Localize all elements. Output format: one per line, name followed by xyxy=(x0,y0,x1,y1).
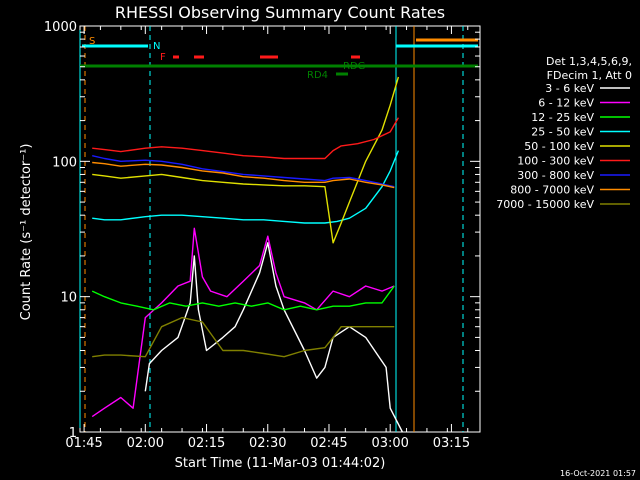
chart-title: RHESSI Observing Summary Count Rates xyxy=(115,3,445,22)
footer-timestamp: 16-Oct-2021 01:57 xyxy=(560,469,636,478)
y-tick-label: 1 xyxy=(69,426,77,441)
x-tick-label: 03:00 xyxy=(371,436,408,451)
series-line xyxy=(92,316,395,358)
series-line xyxy=(92,150,400,224)
x-axis-label: Start Time (11-Mar-03 01:44:02) xyxy=(175,456,386,471)
plot-frame xyxy=(79,25,481,433)
series-line xyxy=(92,76,400,244)
legend-entry-label: 25 - 50 keV xyxy=(531,126,594,139)
flag-label: S xyxy=(89,36,95,47)
y-tick-label: 10 xyxy=(60,291,77,306)
flag-labels: S NF RD4 RDG xyxy=(89,36,365,81)
series-line xyxy=(91,227,395,418)
legend-entry-label: 50 - 100 keV xyxy=(524,140,594,153)
legend-header-line-1: Det 1,3,4,5,6,9, xyxy=(546,55,632,68)
legend-entry-label: 300 - 800 keV xyxy=(517,169,594,182)
x-tick-label: 02:00 xyxy=(127,436,164,451)
plot-area: 01:45 02:00 02:15 02:30 02:45 03:00 03:15 1 10 10… xyxy=(44,20,481,451)
x-tick-label: 02:15 xyxy=(188,436,225,451)
flag-label: RDG xyxy=(343,61,365,72)
series-line xyxy=(92,117,400,160)
series-line xyxy=(144,242,404,433)
x-tick-label: 01:45 xyxy=(65,436,102,451)
legend-entry-label: 3 - 6 keV xyxy=(545,82,594,95)
legend-entry-label: 7000 - 15000 keV xyxy=(496,198,594,211)
legend: Det 1,3,4,5,6,9, FDecim 1, Att 0 3 - 6 k… xyxy=(496,55,632,211)
x-tick-label: 02:30 xyxy=(249,436,286,451)
series-line xyxy=(91,285,395,311)
flag-label: RD4 xyxy=(307,70,328,81)
axis-ticks: 01:45 02:00 02:15 02:30 02:45 03:00 03:15 1 10 10… xyxy=(44,20,480,451)
y-axis-label: Count Rate (s⁻¹ detector⁻¹) xyxy=(19,144,34,321)
y-tick-label: 1000 xyxy=(44,20,77,35)
legend-entry-label: 6 - 12 keV xyxy=(538,97,594,110)
series-line xyxy=(92,155,395,188)
legend-entry-label: 800 - 7000 keV xyxy=(510,184,594,197)
event-markers xyxy=(79,26,478,432)
legend-entry-label: 12 - 25 keV xyxy=(531,111,594,124)
flag-label: F xyxy=(160,52,166,63)
series-line xyxy=(92,161,395,189)
x-tick-label: 03:15 xyxy=(433,436,470,451)
y-tick-label: 100 xyxy=(52,155,77,170)
series-lines xyxy=(91,76,404,433)
legend-entry-label: 100 - 300 keV xyxy=(517,155,594,168)
flag-label: N xyxy=(153,41,160,52)
legend-header-line-2: FDecim 1, Att 0 xyxy=(547,69,632,82)
x-tick-label: 02:45 xyxy=(310,436,347,451)
